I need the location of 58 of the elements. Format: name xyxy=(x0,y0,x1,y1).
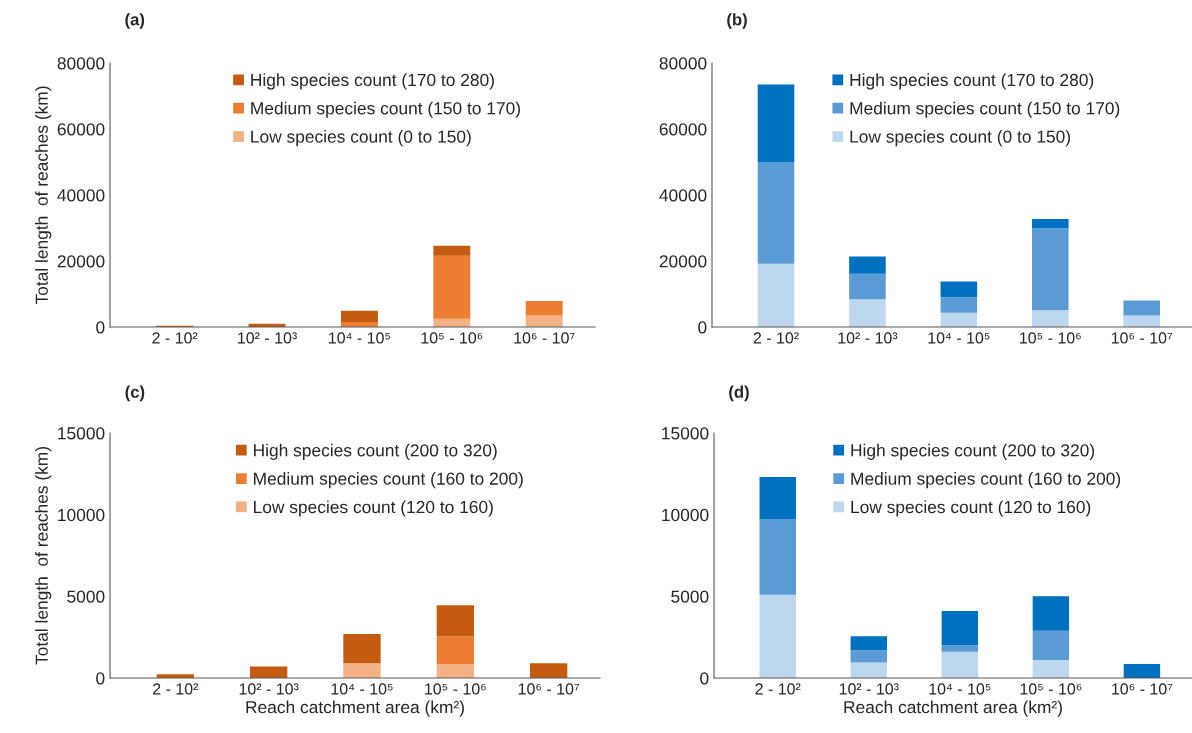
x-tick-label: 10⁴ - 10⁵ xyxy=(331,683,393,695)
chart-title: (c) xyxy=(125,385,145,402)
y-tick-label: 0 xyxy=(96,321,105,334)
legend-label: High species count (170 to 280) xyxy=(850,73,1094,90)
x-tick-label: 10⁶ - 10⁷ xyxy=(1111,332,1173,344)
x-tick-label: 10⁵ - 10⁶ xyxy=(1020,332,1081,344)
legend-label: High species count (200 to 320) xyxy=(254,443,497,460)
y-tick-label: 10000 xyxy=(58,508,105,522)
x-tick-label: 10² - 10³ xyxy=(839,683,899,695)
x-tick-label: 10² - 10³ xyxy=(838,332,898,344)
legend-label: Medium species count (150 to 170) xyxy=(251,101,520,118)
y-tick-label: 5000 xyxy=(67,590,105,603)
x-tick-label: 10⁶ - 10⁷ xyxy=(518,683,580,695)
y-tick-label: 15000 xyxy=(662,427,709,440)
y-tick-label: 0 xyxy=(96,672,105,685)
y-tick-label: 0 xyxy=(698,321,707,334)
legend-label: High species count (170 to 280) xyxy=(251,73,494,90)
y-tick-label: 10000 xyxy=(662,508,709,522)
x-tick-label: 10⁵ - 10⁶ xyxy=(425,683,486,695)
x-tick-label: 2 - 10² xyxy=(753,332,799,344)
x-tick-label: 10² - 10³ xyxy=(239,683,299,695)
chart-title: (d) xyxy=(729,385,749,402)
x-tick-label: 10⁶ - 10⁷ xyxy=(1112,683,1173,695)
x-tick-label: 10² - 10³ xyxy=(238,332,297,344)
y-tick-label: 5000 xyxy=(671,590,709,603)
x-tick-label: 10⁵ - 10⁶ xyxy=(1020,683,1082,695)
x-tick-label: 10⁵ - 10⁶ xyxy=(421,332,483,344)
chart-title: (a) xyxy=(125,13,145,29)
legend-label: Low species count (0 to 150) xyxy=(850,130,1070,147)
x-tick-label: 2 - 10² xyxy=(755,683,801,695)
x-tick-label: 10⁴ - 10⁵ xyxy=(329,332,391,344)
x-axis-title: Reach catchment area (km²) xyxy=(844,700,1062,717)
legend-label: Low species count (0 to 150) xyxy=(251,130,471,147)
y-axis-title: Total length of reaches (km) xyxy=(35,86,52,305)
y-tick-label: 80000 xyxy=(659,57,707,70)
legend-label: High species count (200 to 320) xyxy=(851,443,1095,460)
x-tick-label: 10⁶ - 10⁷ xyxy=(514,332,575,344)
x-tick-label: 2 - 10² xyxy=(152,332,198,344)
legend-label: Low species count (120 to 160) xyxy=(851,500,1091,517)
legend-label: Medium species count (160 to 200) xyxy=(254,472,523,489)
legend-label: Medium species count (160 to 200) xyxy=(851,472,1121,489)
x-tick-label: 10⁴ - 10⁵ xyxy=(928,332,990,344)
y-tick-label: 40000 xyxy=(57,189,105,202)
y-tick-label: 60000 xyxy=(57,123,105,136)
chart-title: (b) xyxy=(727,13,747,29)
y-tick-label: 20000 xyxy=(659,255,707,268)
y-axis-title: Total length of reaches (km) xyxy=(35,447,52,665)
legend-label: Low species count (120 to 160) xyxy=(254,500,493,517)
x-tick-label: 2 - 10² xyxy=(153,683,199,695)
y-tick-label: 20000 xyxy=(57,255,105,268)
x-tick-label: 10⁴ - 10⁵ xyxy=(929,683,991,695)
y-tick-label: 60000 xyxy=(659,123,707,136)
y-tick-label: 0 xyxy=(700,672,709,685)
y-tick-label: 15000 xyxy=(58,427,105,440)
y-tick-label: 80000 xyxy=(57,57,105,70)
y-tick-label: 40000 xyxy=(659,189,707,202)
x-axis-title: Reach catchment area (km²) xyxy=(246,700,464,717)
legend-label: Medium species count (150 to 170) xyxy=(850,101,1120,118)
